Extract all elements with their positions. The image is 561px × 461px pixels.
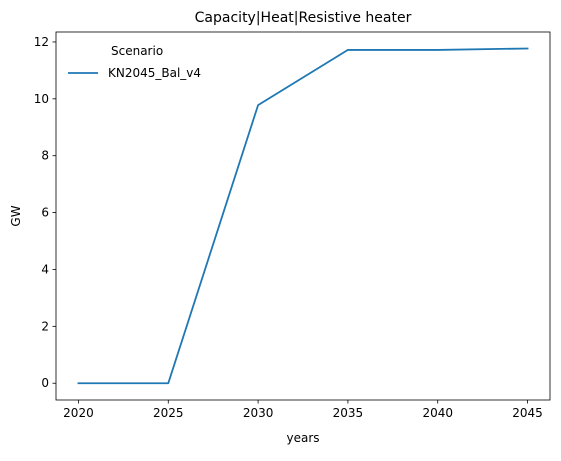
x-axis: 2020 2025 2030 2035 2040 2045 xyxy=(63,400,543,420)
x-tick-label: 2025 xyxy=(153,406,184,420)
chart-title: Capacity|Heat|Resistive heater xyxy=(195,10,412,26)
x-tick-label: 2040 xyxy=(422,406,453,420)
y-tick-label: 4 xyxy=(41,262,49,276)
legend: Scenario KN2045_Bal_v4 xyxy=(68,44,201,80)
y-tick-label: 0 xyxy=(41,376,49,390)
x-axis-label: years xyxy=(286,431,319,445)
series-layer xyxy=(78,48,527,383)
x-tick-label: 2035 xyxy=(333,406,364,420)
x-tick-label: 2045 xyxy=(512,406,543,420)
x-tick-label: 2030 xyxy=(243,406,274,420)
y-tick-label: 12 xyxy=(34,35,49,49)
series-line xyxy=(78,48,527,383)
y-tick-label: 2 xyxy=(41,319,49,333)
y-axis-label: GW xyxy=(9,205,23,226)
y-tick-label: 8 xyxy=(41,149,49,163)
y-axis: 0 2 4 6 8 10 12 xyxy=(34,35,56,390)
x-tick-label: 2020 xyxy=(63,406,94,420)
y-tick-label: 6 xyxy=(41,206,49,220)
legend-title: Scenario xyxy=(111,44,163,58)
plot-frame xyxy=(56,32,550,400)
legend-label: KN2045_Bal_v4 xyxy=(108,66,201,80)
y-tick-label: 10 xyxy=(34,92,49,106)
